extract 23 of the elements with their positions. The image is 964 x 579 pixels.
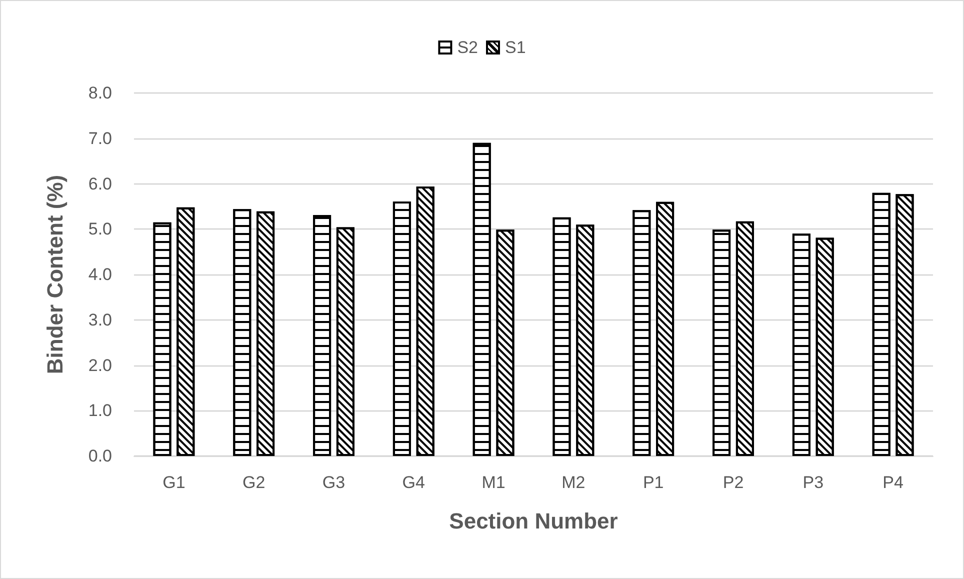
x-tick-label: G4: [402, 473, 425, 492]
x-tick-label: G1: [162, 473, 186, 492]
x-tick-label: P4: [882, 473, 904, 492]
legend-label: S2: [457, 38, 478, 57]
y-tick-label: 8.0: [88, 84, 112, 102]
y-tick-label: 7.0: [88, 128, 112, 148]
y-tick-label: 4.0: [88, 265, 112, 284]
x-tick-label: M2: [562, 473, 586, 492]
y-tick-label: 1.0: [88, 401, 112, 420]
x-tick-label: G2: [242, 473, 266, 492]
x-tick-label: P3: [802, 473, 824, 492]
x-tick-label: M1: [482, 473, 506, 492]
x-tick-label: G3: [322, 473, 346, 492]
y-tick-label: 5.0: [88, 220, 112, 239]
x-tick-label: P2: [722, 473, 744, 492]
x-axis-title: Section Number: [449, 508, 618, 534]
y-tick-label: 0.0: [88, 446, 112, 466]
x-tick-label: P1: [642, 473, 664, 492]
y-tick-label: 6.0: [88, 174, 112, 194]
y-axis-title: Binder Content (%): [42, 174, 68, 374]
legend-label: S1: [505, 38, 526, 57]
y-tick-label: 3.0: [88, 310, 112, 330]
y-tick-label: 2.0: [88, 356, 112, 375]
